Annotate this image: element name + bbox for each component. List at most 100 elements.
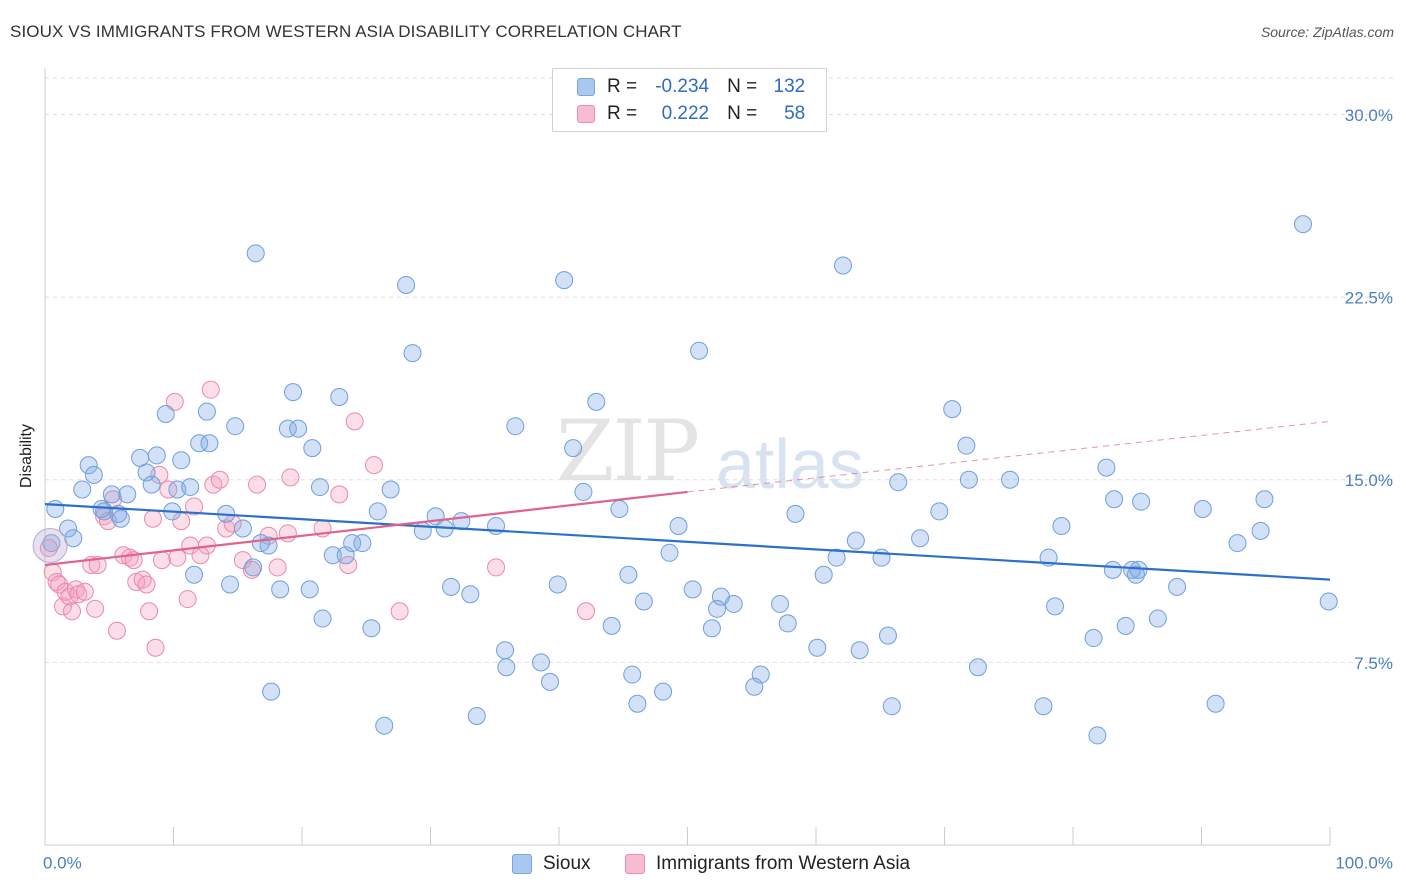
sioux-point bbox=[381, 480, 400, 499]
sioux-point bbox=[778, 614, 797, 633]
sioux-point bbox=[1168, 577, 1187, 596]
sioux-point bbox=[1294, 215, 1313, 234]
sioux-point bbox=[452, 512, 471, 531]
immigrants-point bbox=[152, 551, 171, 570]
immigrants-point bbox=[390, 602, 409, 621]
sioux-point bbox=[555, 271, 574, 290]
sioux-point bbox=[42, 534, 61, 553]
sioux-point bbox=[669, 517, 688, 536]
stats-legend: R = -0.234 N = 132 R = 0.222 N = 58 bbox=[552, 68, 827, 132]
sioux-point bbox=[1132, 492, 1151, 511]
sioux-point bbox=[496, 641, 515, 660]
sioux-point bbox=[1148, 609, 1167, 628]
immigrants-point bbox=[178, 590, 197, 609]
sioux-trend-line bbox=[44, 503, 1331, 581]
immigrants-point bbox=[86, 599, 105, 618]
sioux-point bbox=[142, 475, 161, 494]
immigrants-point bbox=[53, 597, 72, 616]
sioux-point bbox=[1206, 694, 1225, 713]
immigrants-point bbox=[168, 548, 187, 567]
sioux-point bbox=[548, 575, 567, 594]
legend-row-sioux: R = -0.234 N = 132 bbox=[577, 75, 805, 99]
sioux-point bbox=[532, 653, 551, 672]
cluster-point bbox=[32, 528, 68, 564]
sioux-point bbox=[724, 594, 743, 613]
sioux-point bbox=[310, 478, 329, 497]
immigrants-point bbox=[50, 575, 69, 594]
immigrants-point bbox=[487, 558, 506, 577]
sioux-point bbox=[244, 558, 263, 577]
immigrants-swatch bbox=[577, 105, 595, 123]
immigrants-point bbox=[576, 602, 595, 621]
bottom-legend-sioux: Sioux bbox=[512, 852, 591, 876]
sioux-point bbox=[59, 519, 78, 538]
sioux-point bbox=[814, 565, 833, 584]
sioux-point bbox=[467, 706, 486, 725]
sioux-point bbox=[833, 256, 852, 275]
sioux-point bbox=[46, 499, 65, 518]
sioux-point bbox=[943, 400, 962, 419]
r-label: R = bbox=[607, 76, 638, 97]
axes bbox=[44, 68, 1331, 846]
sioux-point bbox=[1088, 726, 1107, 745]
sioux-legend-swatch bbox=[512, 854, 532, 874]
sioux-point bbox=[1046, 597, 1065, 616]
sioux-point bbox=[368, 502, 387, 521]
sioux-point bbox=[911, 529, 930, 548]
bottom-legend-immigrants: Immigrants from Western Asia bbox=[625, 852, 910, 876]
n-label: N = bbox=[727, 103, 758, 124]
immigrants-point bbox=[281, 468, 300, 487]
y-tick-label: 22.5% bbox=[1345, 289, 1393, 308]
r-label: R = bbox=[607, 103, 638, 124]
sioux-point bbox=[708, 599, 727, 618]
immigrants-trend-line bbox=[44, 490, 688, 567]
immigrants-legend-label: Immigrants from Western Asia bbox=[656, 853, 911, 874]
sioux-point bbox=[930, 502, 949, 521]
sioux-point bbox=[654, 682, 673, 701]
sioux-point bbox=[262, 682, 281, 701]
sioux-point bbox=[84, 465, 103, 484]
sioux-point bbox=[278, 419, 297, 438]
immigrants-point bbox=[210, 470, 229, 489]
immigrants-point bbox=[248, 475, 267, 494]
source-label: Source: ZipAtlas.com bbox=[1260, 24, 1394, 40]
sioux-point bbox=[73, 480, 92, 499]
sioux-point bbox=[403, 344, 422, 363]
sioux-point bbox=[968, 658, 987, 677]
x-tick-label-min: 0.0% bbox=[43, 853, 82, 872]
sioux-point bbox=[808, 638, 827, 657]
sioux-point bbox=[1228, 534, 1247, 553]
sioux-point bbox=[1126, 565, 1145, 584]
sioux-point bbox=[289, 419, 308, 438]
sioux-point bbox=[300, 580, 319, 599]
immigrants-point bbox=[137, 575, 156, 594]
sioux-point bbox=[172, 451, 191, 470]
sioux-point bbox=[827, 548, 846, 567]
immigrants-point bbox=[62, 602, 81, 621]
immigrants-point bbox=[39, 538, 58, 557]
n-value: 58 bbox=[784, 103, 806, 124]
immigrants-point bbox=[146, 638, 165, 657]
sioux-point bbox=[628, 694, 647, 713]
sioux-point bbox=[497, 658, 516, 677]
sioux-point bbox=[889, 473, 908, 492]
sioux-point bbox=[1034, 697, 1053, 716]
r-value: -0.234 bbox=[655, 76, 710, 97]
tick-labels: 7.5% 15.0% 22.5% 30.0% 0.0% 100.0% bbox=[43, 106, 1393, 872]
y-tick-label: 7.5% bbox=[1354, 654, 1393, 673]
sioux-point bbox=[882, 697, 901, 716]
sioux-point bbox=[147, 446, 166, 465]
sioux-point bbox=[313, 609, 332, 628]
immigrants-point bbox=[165, 392, 184, 411]
immigrants-point bbox=[278, 524, 297, 543]
sioux-point bbox=[564, 439, 583, 458]
sioux-point bbox=[660, 543, 679, 562]
sioux-point bbox=[959, 470, 978, 489]
sioux-point bbox=[702, 619, 721, 638]
sioux-point bbox=[587, 392, 606, 411]
immigrants-point bbox=[201, 380, 220, 399]
sioux-point bbox=[461, 585, 480, 604]
sioux-point bbox=[181, 478, 200, 497]
r-value: 0.222 bbox=[661, 103, 710, 124]
sioux-point bbox=[602, 616, 621, 635]
